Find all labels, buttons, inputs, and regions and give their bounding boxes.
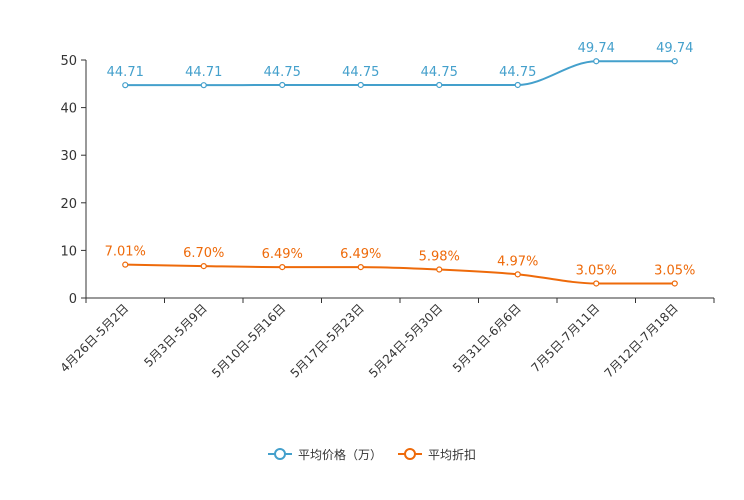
legend-item-avg-price[interactable]: 平均价格（万）	[267, 446, 382, 463]
data-label-avg-discount: 6.49%	[262, 247, 303, 262]
data-point-avg-discount	[357, 264, 364, 271]
x-tick-label: 5月17日-5月23日	[288, 301, 367, 380]
data-point-avg-discount	[122, 261, 129, 268]
data-point-avg-discount	[514, 271, 521, 278]
data-label-avg-discount: 3.05%	[654, 263, 695, 278]
series-line-avg-discount	[125, 263, 675, 285]
data-label-avg-price: 44.75	[264, 65, 301, 80]
data-label-avg-price: 44.75	[342, 65, 379, 80]
legend-label-avg-price: 平均价格（万）	[297, 447, 382, 462]
x-tick-label: 4月26日-5月2日	[57, 301, 131, 375]
legend-item-avg-discount[interactable]: 平均折扣	[398, 446, 476, 463]
x-tick-label: 5月24日-5月30日	[366, 301, 445, 380]
x-tick-label: 5月3日-5月9日	[141, 301, 210, 370]
data-point-avg-discount	[671, 280, 678, 287]
data-label-avg-price: 44.71	[185, 65, 222, 80]
data-point-avg-price	[593, 58, 600, 65]
x-tick-label: 5月31日-6月6日	[450, 301, 524, 375]
data-point-avg-price	[200, 82, 207, 89]
data-label-avg-discount: 3.05%	[576, 263, 617, 278]
data-point-avg-price	[122, 82, 129, 89]
series-line-avg-price	[125, 60, 675, 87]
y-tick-label: 30	[60, 149, 77, 164]
data-label-avg-discount: 6.70%	[183, 246, 224, 261]
x-tick-label: 5月10日-5月16日	[209, 301, 288, 380]
data-point-avg-discount	[200, 263, 207, 270]
data-point-avg-price	[436, 81, 443, 89]
data-label-avg-price: 44.71	[107, 65, 144, 80]
data-point-avg-discount	[279, 264, 286, 271]
data-label-avg-discount: 6.49%	[340, 247, 381, 262]
data-label-avg-price: 49.74	[656, 41, 693, 56]
legend-marker-avg-discount	[398, 448, 422, 460]
data-point-avg-price	[514, 81, 521, 89]
y-tick-label: 40	[60, 102, 77, 117]
data-point-avg-discount	[436, 266, 443, 273]
data-point-avg-discount	[593, 280, 600, 287]
y-tick-label: 0	[69, 292, 77, 307]
chart-legend: 平均价格（万） 平均折扣	[0, 443, 744, 465]
legend-label-avg-discount: 平均折扣	[428, 447, 477, 462]
data-point-avg-price	[357, 81, 364, 89]
y-tick-label: 20	[60, 197, 77, 212]
data-label-avg-price: 49.74	[578, 41, 615, 56]
data-label-avg-discount: 4.97%	[497, 254, 538, 269]
data-label-avg-price: 44.75	[499, 65, 536, 80]
legend-marker-avg-price	[267, 448, 292, 460]
data-label-avg-discount: 5.98%	[419, 250, 460, 265]
data-label-avg-discount: 7.01%	[105, 245, 146, 260]
data-label-avg-price: 44.75	[421, 65, 458, 80]
data-point-avg-price	[279, 81, 286, 89]
y-tick-label: 10	[60, 244, 77, 259]
y-tick-label: 50	[60, 54, 77, 69]
x-tick-label: 7月12日-7月18日	[602, 301, 681, 380]
x-tick-label: 7月5日-7月11日	[528, 301, 602, 375]
data-point-avg-price	[671, 58, 678, 65]
